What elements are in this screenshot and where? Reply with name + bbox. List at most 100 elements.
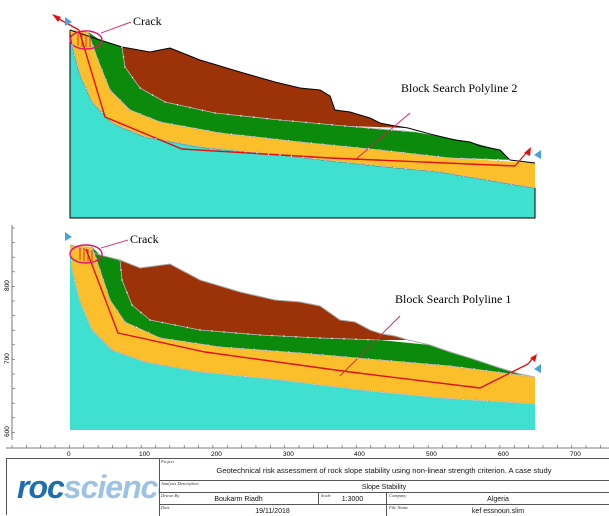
vertex-dot	[206, 344, 210, 347]
vertex-dot	[138, 86, 142, 90]
vertex-dot	[510, 182, 513, 186]
project-caption: Project	[161, 459, 175, 464]
vertex-dot	[358, 388, 362, 392]
vertex-dot	[76, 290, 79, 293]
vertex-dot	[342, 337, 346, 340]
vertex-dot	[70, 43, 74, 47]
vertex-dot	[70, 268, 74, 272]
scale-caption: Scale	[321, 493, 331, 498]
vertex-dot	[404, 167, 407, 170]
vertex-dot	[344, 355, 347, 359]
vertex-dot	[313, 157, 316, 160]
bottom-left-flag-icon	[65, 232, 72, 241]
vertex-dot	[201, 109, 204, 112]
vertex-dot	[393, 392, 396, 395]
file-name-cell: File Name kef essnoun.slim	[387, 505, 609, 516]
vertex-dot	[116, 309, 119, 313]
analysis-value: Slope Stability	[361, 484, 407, 491]
vertex-dots	[90, 245, 524, 377]
vertex-dot	[291, 120, 295, 123]
vertex-dot	[264, 349, 267, 352]
vertex-dot	[276, 138, 279, 141]
vertex-dot	[427, 395, 430, 398]
bottom-bedrock-layer	[70, 245, 535, 430]
vertex-dot	[230, 346, 233, 349]
vertex-dot	[154, 137, 158, 141]
top-polyline-leader	[354, 112, 411, 161]
bottom-polyline-leader	[339, 315, 401, 377]
vertex-dot	[165, 139, 169, 143]
vertex-dot	[310, 352, 313, 356]
vertex-dot	[521, 374, 524, 377]
vertex-dot	[317, 122, 321, 125]
vertex-dot	[76, 63, 79, 67]
vertex-dot	[206, 129, 210, 132]
top-block-search-polyline	[78, 29, 516, 167]
vertex-dot	[378, 148, 382, 152]
vertex-dot	[102, 278, 105, 282]
vertex-dot	[496, 158, 500, 161]
vertex-dot	[194, 342, 198, 345]
rocscience-logo: rocscience	[7, 459, 160, 516]
vertex-dot	[287, 139, 290, 142]
vertex-dot	[301, 156, 304, 159]
vertex-dot	[497, 371, 500, 374]
date-value: 19/11/2018	[255, 508, 290, 515]
vertex-dot	[462, 174, 465, 178]
vertex-dot	[460, 157, 464, 160]
vertex-dot	[393, 166, 396, 169]
x-tick-label-400: 400	[354, 451, 365, 458]
vertex-dot	[158, 336, 162, 340]
vertex-dot	[96, 58, 100, 62]
vertex-dot	[226, 113, 230, 116]
vertex-dot	[378, 127, 382, 131]
vertex-dot	[118, 98, 122, 102]
top-slope-model: Crack Block Search Polyline 2	[52, 14, 541, 219]
vertex-dot	[462, 398, 465, 401]
vertex-dot	[118, 258, 122, 262]
vertex-dot	[437, 155, 440, 158]
vertex-dot	[98, 268, 102, 272]
vertex-dot	[287, 351, 290, 354]
vertex-dot	[90, 328, 94, 332]
bottom-brown-layer	[120, 260, 408, 340]
vertex-dot	[186, 326, 189, 329]
vertex-dot	[306, 336, 310, 339]
vertex-dot	[198, 370, 202, 374]
vertex-dot	[473, 368, 476, 371]
vertex-dot	[91, 44, 95, 48]
vertex-dot	[355, 125, 358, 129]
bottom-right-flag-icon	[534, 364, 541, 373]
vertex-dot	[381, 391, 384, 394]
vertex-dot	[233, 149, 236, 152]
vertex-dot	[301, 381, 304, 384]
vertex-dot	[461, 366, 464, 369]
vertex-dot	[239, 114, 243, 117]
x-tick-label-100: 100	[139, 451, 150, 458]
bottom-slope-model: Crack Block Search Polyline 1	[65, 232, 541, 430]
vertex-dot	[378, 358, 382, 362]
top-crack-leader	[100, 21, 132, 34]
x-tick-label-700: 700	[570, 451, 581, 458]
vertex-dot	[234, 331, 238, 335]
vertex-dot	[198, 145, 202, 149]
vertex-dot	[110, 348, 114, 352]
vertex-dot	[138, 112, 142, 116]
top-left-arrowhead	[52, 14, 61, 22]
file-name-caption: File Name	[389, 505, 408, 510]
vertex-dot	[222, 330, 226, 334]
vertex-dot	[158, 120, 162, 124]
vertex-dot	[438, 396, 442, 400]
vertex-dot	[86, 30, 90, 34]
vertex-dot	[108, 298, 112, 302]
vertex-dot	[256, 376, 259, 379]
vertex-dot	[347, 387, 350, 390]
vertex-dot	[318, 336, 322, 340]
top-crack-lines	[77, 34, 91, 47]
vertex-dot	[187, 368, 191, 372]
vertex-dot	[148, 318, 152, 322]
vertex-dot	[367, 126, 370, 130]
vertex-dot	[485, 369, 488, 372]
vertex-dot	[404, 393, 407, 396]
top-right-flag-icon	[534, 150, 541, 159]
